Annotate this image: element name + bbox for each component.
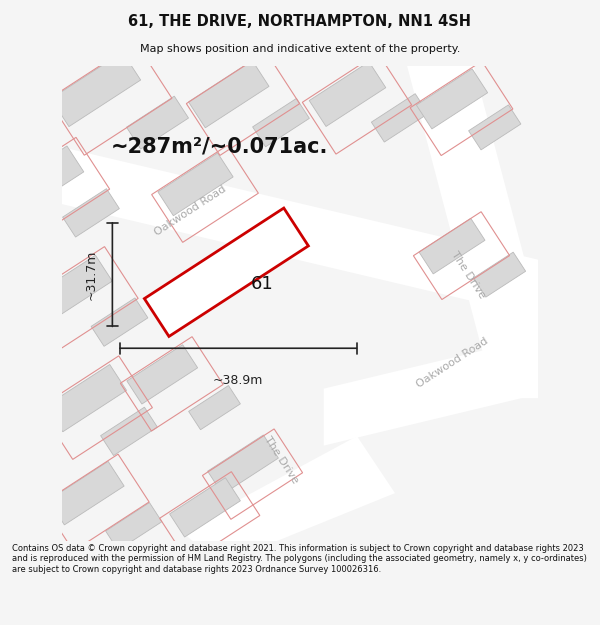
Text: 61: 61 xyxy=(251,275,274,293)
Polygon shape xyxy=(39,142,561,322)
Polygon shape xyxy=(101,407,157,456)
Polygon shape xyxy=(188,386,241,430)
Polygon shape xyxy=(404,56,561,398)
Text: 61, THE DRIVE, NORTHAMPTON, NN1 4SH: 61, THE DRIVE, NORTHAMPTON, NN1 4SH xyxy=(128,14,472,29)
Text: The Drive: The Drive xyxy=(262,434,300,485)
Polygon shape xyxy=(324,332,561,446)
Polygon shape xyxy=(127,345,197,404)
Polygon shape xyxy=(145,208,308,336)
Polygon shape xyxy=(208,435,278,494)
Polygon shape xyxy=(309,62,386,126)
Text: The Drive: The Drive xyxy=(450,249,488,300)
Polygon shape xyxy=(416,69,488,129)
Polygon shape xyxy=(46,364,127,432)
Text: ~38.9m: ~38.9m xyxy=(213,374,263,388)
Polygon shape xyxy=(253,98,310,147)
Text: Map shows position and indicative extent of the property.: Map shows position and indicative extent… xyxy=(140,44,460,54)
Polygon shape xyxy=(49,461,124,525)
Polygon shape xyxy=(188,61,269,127)
Polygon shape xyxy=(469,105,521,150)
Polygon shape xyxy=(127,96,188,149)
Polygon shape xyxy=(62,189,119,237)
Text: Oakwood Road: Oakwood Road xyxy=(153,184,229,238)
Polygon shape xyxy=(91,298,148,346)
Polygon shape xyxy=(170,478,241,537)
Text: Contains OS data © Crown copyright and database right 2021. This information is : Contains OS data © Crown copyright and d… xyxy=(12,544,587,574)
Polygon shape xyxy=(419,218,485,274)
Text: ~287m²/~0.071ac.: ~287m²/~0.071ac. xyxy=(110,136,328,156)
Polygon shape xyxy=(32,255,112,322)
Polygon shape xyxy=(473,252,526,297)
Polygon shape xyxy=(181,436,395,564)
Polygon shape xyxy=(158,153,233,216)
Text: ~31.7m: ~31.7m xyxy=(85,249,97,300)
Text: Oakwood Road: Oakwood Road xyxy=(415,336,490,389)
Polygon shape xyxy=(371,94,428,142)
Polygon shape xyxy=(3,146,84,213)
Polygon shape xyxy=(51,52,140,127)
Polygon shape xyxy=(106,503,162,550)
